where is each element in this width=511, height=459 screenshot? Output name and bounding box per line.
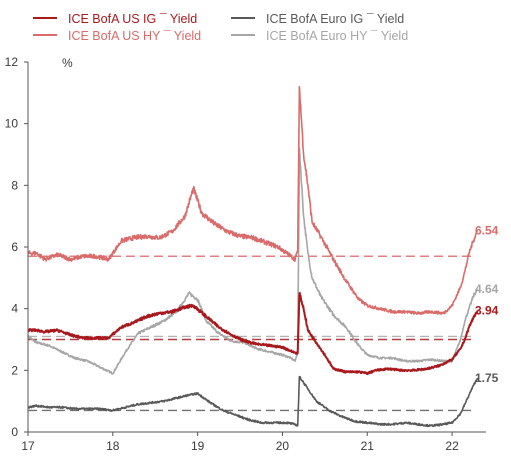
- y-axis-label: %: [62, 56, 73, 70]
- y-tick-label-4: 4: [11, 302, 18, 316]
- legend-label-ice-bofa-euro-hy-yield: ICE BofA Euro HY ¯ Yield: [266, 29, 408, 43]
- series-line-ice-bofa-euro-ig-yield: [27, 375, 479, 428]
- x-tick-label-19: 19: [191, 439, 205, 453]
- y-tick-label-12: 12: [5, 55, 19, 69]
- end-label-ice-bofa-us-ig-yield: 3.94: [475, 304, 499, 318]
- legend-label-ice-bofa-euro-ig-yield: ICE BofA Euro IG ¯ Yield: [266, 12, 404, 26]
- legend-label-ice-bofa-us-ig-yield: ICE BofA US IG ¯ Yield: [68, 12, 197, 26]
- end-label-ice-bofa-euro-ig-yield: 1.75: [475, 371, 499, 385]
- x-tick-label-21: 21: [361, 439, 375, 453]
- end-label-ice-bofa-euro-hy-yield: 4.64: [475, 282, 499, 296]
- average-lines: [28, 255, 474, 412]
- legend: ICE BofA US IG ¯ Yield ICE BofA US HY ¯ Y…: [33, 12, 408, 43]
- y-tick-label-10: 10: [5, 117, 19, 131]
- x-tick-label-18: 18: [106, 439, 120, 453]
- legend-label-ice-bofa-us-hy-yield: ICE BofA US HY ¯ Yield: [68, 29, 201, 43]
- series-line-ice-bofa-us-ig-yield: [27, 292, 479, 376]
- series-line-ice-bofa-euro-hy-yield: [27, 147, 479, 375]
- y-tick-label-2: 2: [11, 363, 18, 377]
- series-line-ice-bofa-us-hy-yield: [27, 85, 479, 315]
- end-labels: 3.94 6.54 1.75 4.64: [475, 223, 499, 385]
- x-tick-label-20: 20: [276, 439, 290, 453]
- y-tick-label-0: 0: [11, 425, 18, 439]
- y-tick-label-6: 6: [11, 240, 18, 254]
- x-tick-label-17: 17: [21, 439, 35, 453]
- y-tick-label-8: 8: [11, 178, 18, 192]
- x-tick-label-22: 22: [445, 439, 459, 453]
- axes: 0 2 4 6 8 10 12 % 17 18 19 20 21 22: [5, 55, 486, 453]
- series-lines: [27, 85, 479, 428]
- end-label-ice-bofa-us-hy-yield: 6.54: [475, 223, 499, 237]
